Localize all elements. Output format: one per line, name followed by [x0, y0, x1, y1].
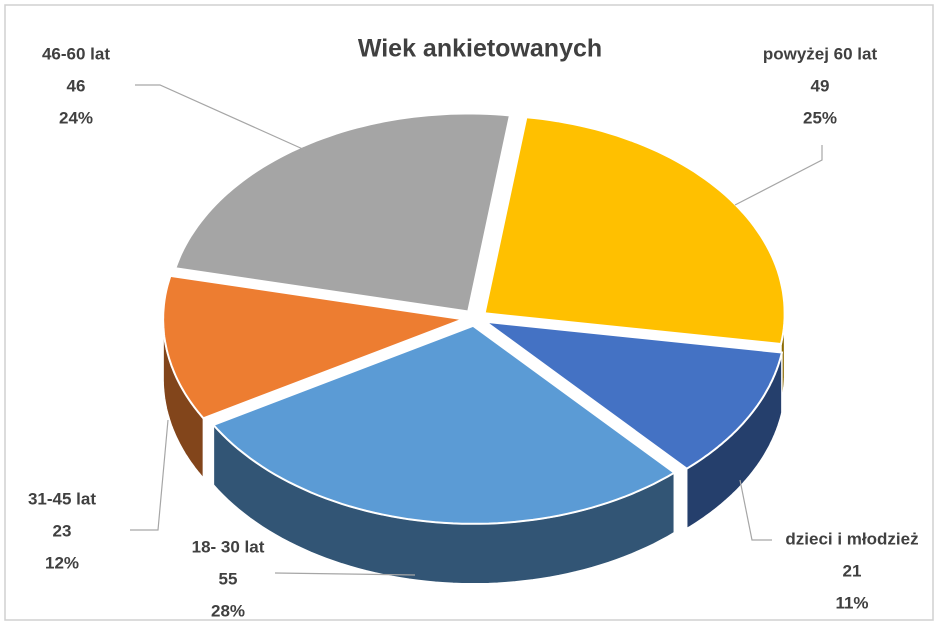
- value-label: 23: [53, 521, 72, 540]
- leader-line: [130, 419, 169, 531]
- chart-title: Wiek ankietowanych: [358, 35, 602, 63]
- slice: [174, 112, 512, 313]
- value-label: 55: [219, 569, 238, 588]
- leader-line: [734, 145, 823, 206]
- percent-label: 25%: [803, 108, 837, 127]
- category-label: powyżej 60 lat: [763, 44, 878, 63]
- category-label: 31-45 lat: [28, 489, 96, 508]
- value-label: 21: [843, 561, 862, 580]
- value-label: 46: [67, 76, 86, 95]
- percent-label: 24%: [59, 108, 93, 127]
- slice: [211, 324, 677, 525]
- category-label: 46-60 lat: [42, 44, 110, 63]
- leader-line: [274, 572, 416, 576]
- category-label: 18- 30 lat: [192, 537, 265, 556]
- slice: [482, 320, 784, 470]
- value-label: 49: [811, 76, 830, 95]
- percent-label: 11%: [835, 593, 868, 612]
- percent-label: 28%: [211, 601, 245, 620]
- slice: [162, 274, 468, 420]
- slice: [483, 116, 786, 346]
- leader-line: [739, 479, 772, 541]
- leader-line: [135, 84, 306, 151]
- category-label: dzieci i młodzież: [785, 529, 918, 548]
- percent-label: 12%: [45, 553, 79, 572]
